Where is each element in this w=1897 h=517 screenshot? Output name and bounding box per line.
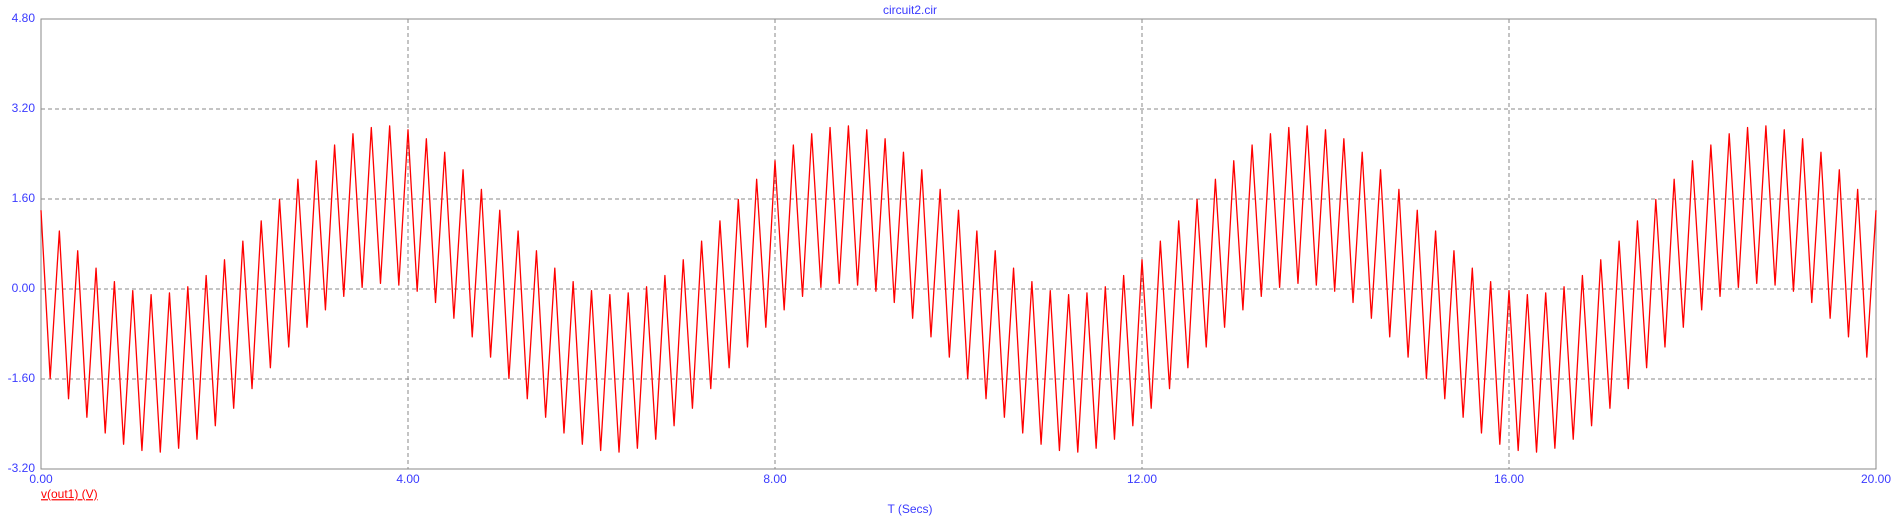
chart-title: circuit2.cir [883, 3, 937, 17]
data-line [40, 125, 1877, 453]
y-tick-label: 0.00 [12, 281, 36, 295]
y-tick-label: 1.60 [12, 191, 36, 205]
x-tick-label: 4.00 [396, 472, 420, 486]
x-tick-label: 8.00 [763, 472, 787, 486]
y-tick-label: -3.20 [8, 461, 36, 475]
x-tick-label: 20.00 [1861, 472, 1891, 486]
plot-frame [40, 18, 1877, 470]
y-tick-label: 4.80 [12, 11, 36, 25]
x-tick-label: 16.00 [1494, 472, 1524, 486]
y-tick-label: -1.60 [8, 371, 36, 385]
x-axis-label: T (Secs) [887, 502, 932, 516]
x-tick-label: 12.00 [1127, 472, 1157, 486]
y-tick-label: 3.20 [12, 101, 36, 115]
legend-entry: v(out1) (V) [41, 487, 98, 501]
x-tick-label: 0.00 [29, 472, 53, 486]
